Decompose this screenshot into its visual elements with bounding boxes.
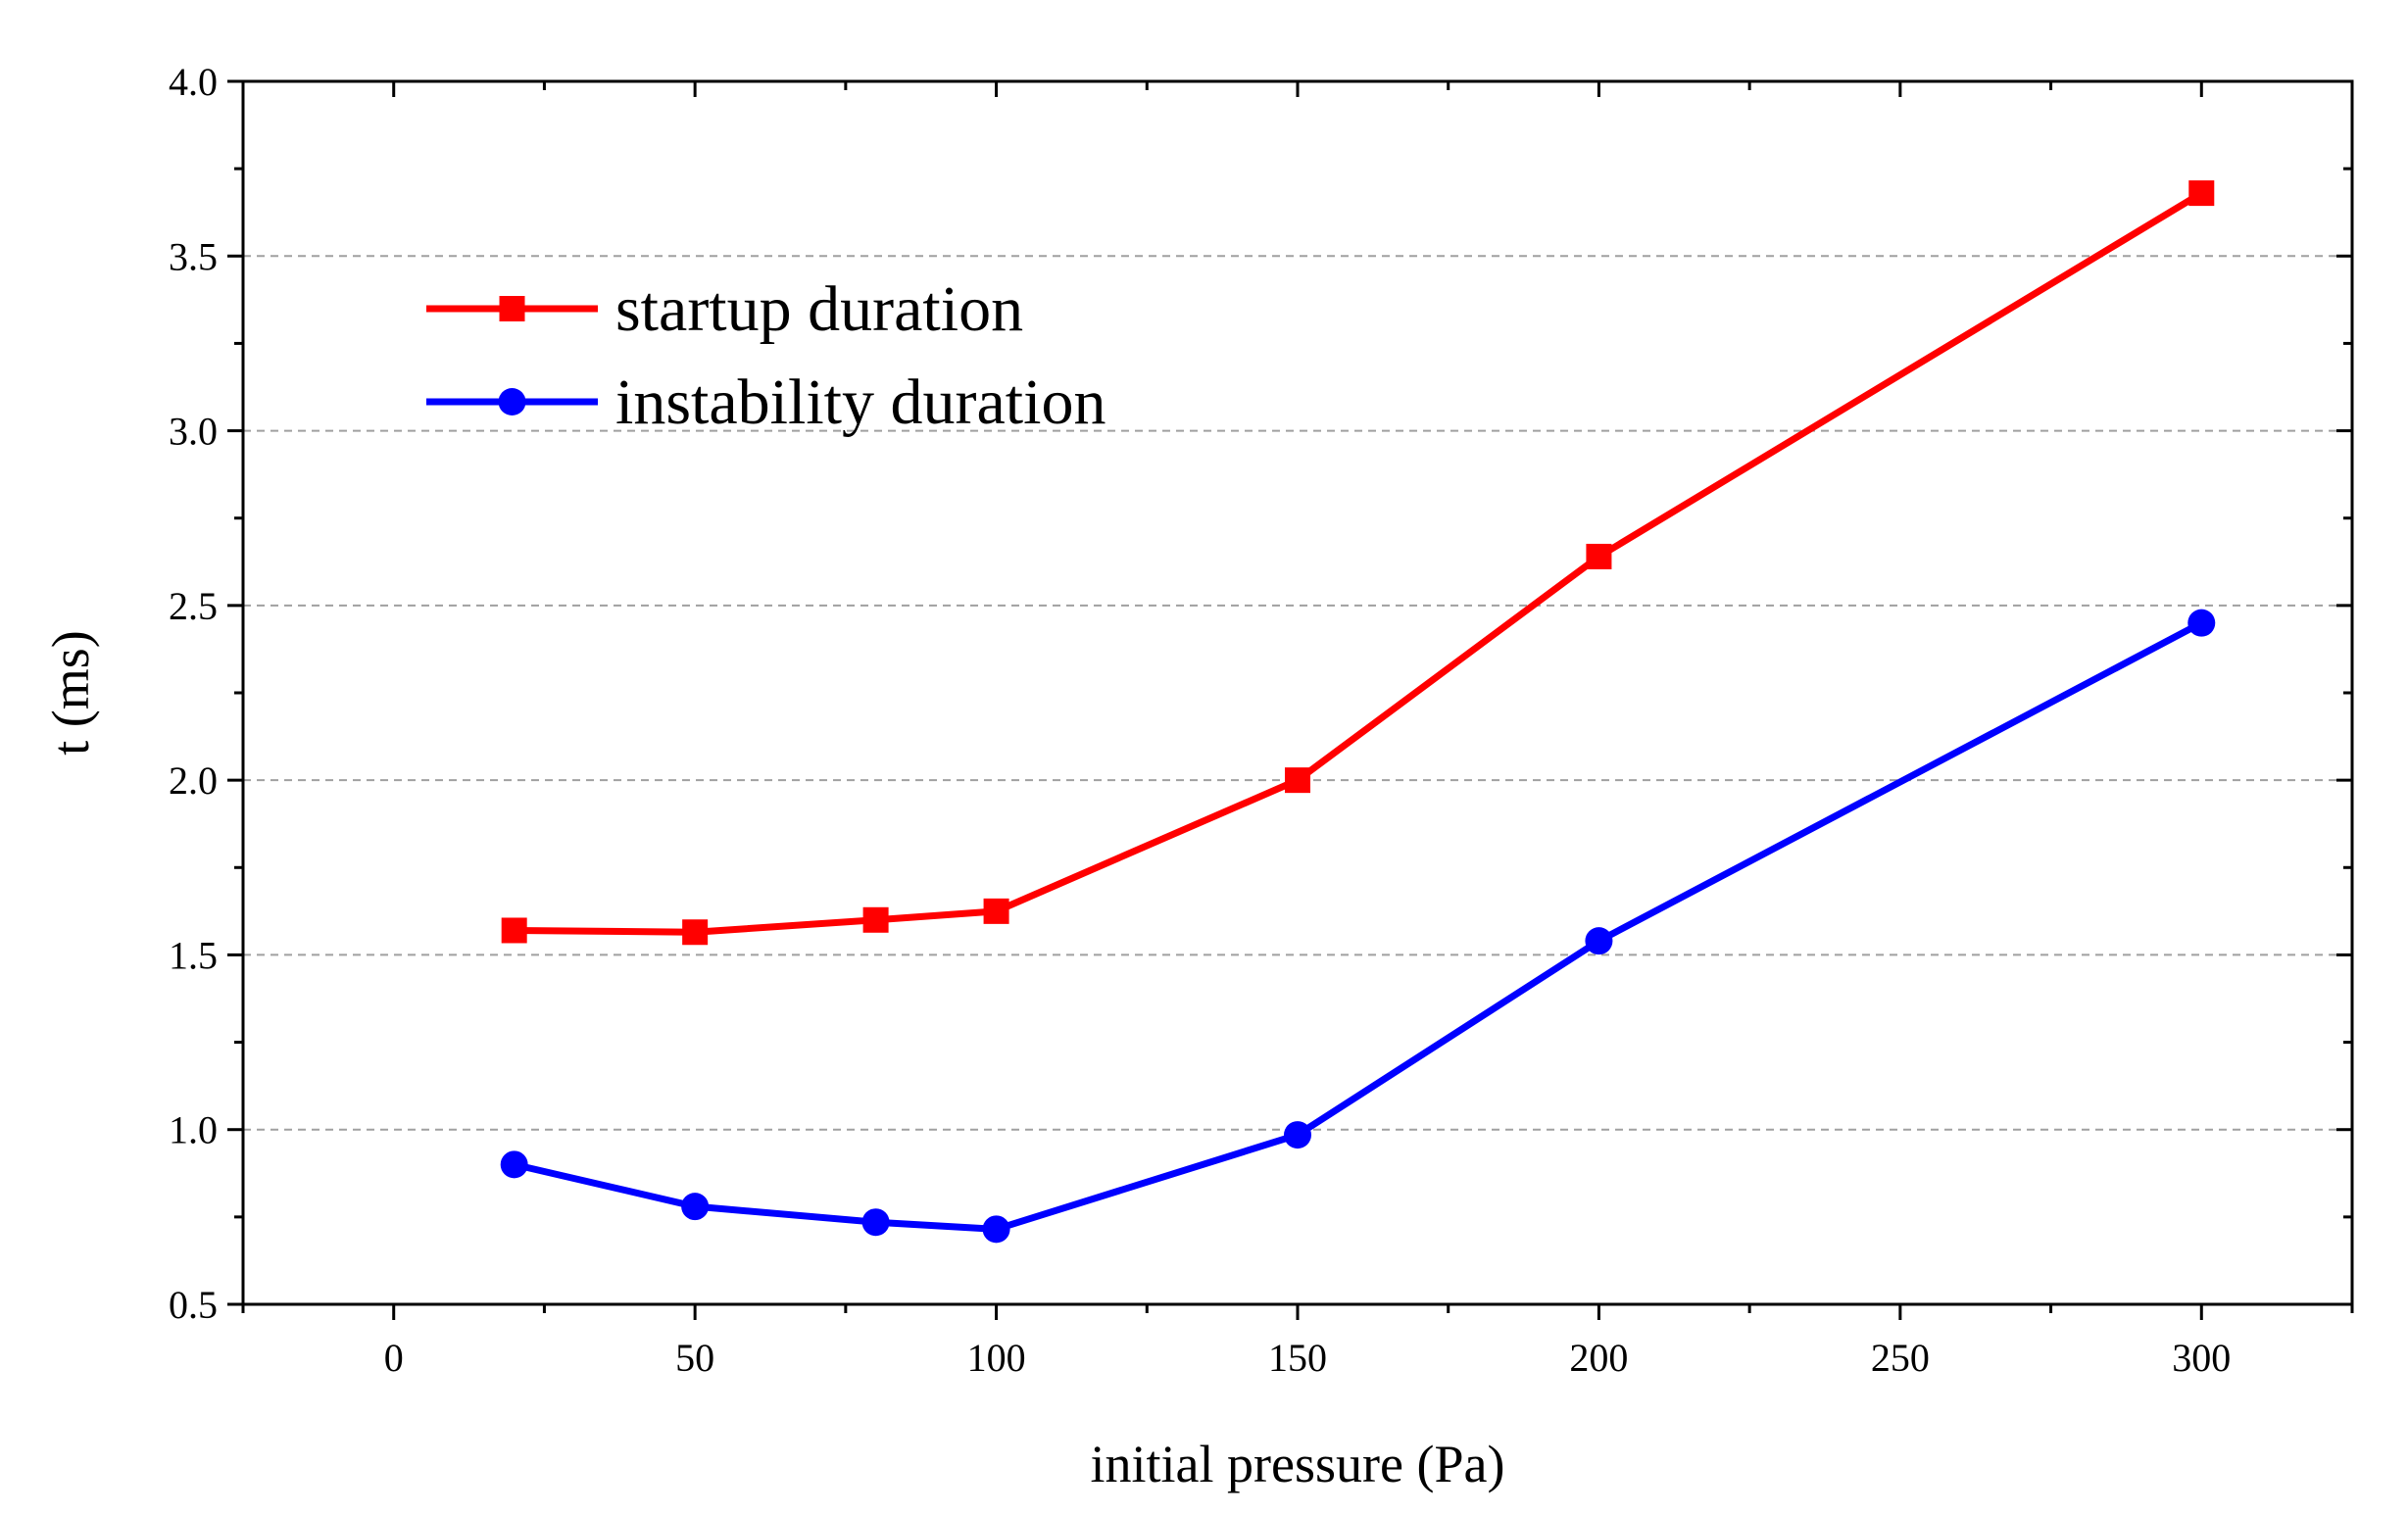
y-tick-label: 1.5	[169, 933, 218, 977]
series-1-point	[681, 1193, 710, 1221]
series-1-point	[1284, 1121, 1311, 1149]
series-0-point	[501, 917, 527, 944]
grid-lines	[243, 255, 2352, 1131]
series-layer	[500, 180, 2216, 1244]
x-tick-label: 0	[384, 1336, 404, 1380]
series-1-point	[2187, 609, 2216, 637]
y-tick-label: 3.5	[169, 234, 218, 278]
series-1-point	[1585, 927, 1613, 955]
x-tick-label: 250	[1871, 1336, 1930, 1380]
series-0-point	[2188, 180, 2215, 207]
legend-marker-0	[499, 296, 525, 321]
y-tick-label: 4.0	[169, 60, 218, 104]
y-tick-label: 2.0	[169, 758, 218, 803]
y-tick-label: 1.0	[169, 1108, 218, 1152]
series-0-point	[1586, 543, 1612, 569]
x-tick-label: 300	[2172, 1336, 2231, 1380]
axis-ticks: 0.5 1.0 1.5 2.0 2.5 3.0 3.5 4.0 0 50 100 150 200 250 3…	[169, 60, 2354, 1380]
series-0-point	[682, 919, 709, 946]
y-tick-label: 2.5	[169, 584, 218, 628]
y-tick-label: 3.0	[169, 410, 218, 454]
series-0-point	[862, 906, 889, 933]
x-tick-label: 150	[1268, 1336, 1327, 1380]
legend-label-1: instability duration	[615, 367, 1106, 438]
series-0-point	[983, 898, 1009, 924]
x-tick-label: 200	[1569, 1336, 1628, 1380]
legend-label-0: startup duration	[615, 273, 1023, 345]
series-1-point	[982, 1215, 1010, 1244]
x-tick-label: 50	[675, 1336, 714, 1380]
legend: startup duration instability duration	[426, 273, 1106, 438]
legend-marker-1	[498, 388, 526, 415]
x-tick-label: 100	[967, 1336, 1026, 1380]
series-0-point	[1285, 767, 1310, 794]
series-1-point	[861, 1208, 890, 1237]
y-axis-title: t (ms)	[41, 630, 100, 756]
x-axis-title: initial pressure (Pa)	[1091, 1435, 1505, 1493]
y-tick-label: 0.5	[169, 1283, 218, 1327]
series-1-point	[500, 1150, 528, 1179]
plot-frame	[241, 79, 2354, 1306]
